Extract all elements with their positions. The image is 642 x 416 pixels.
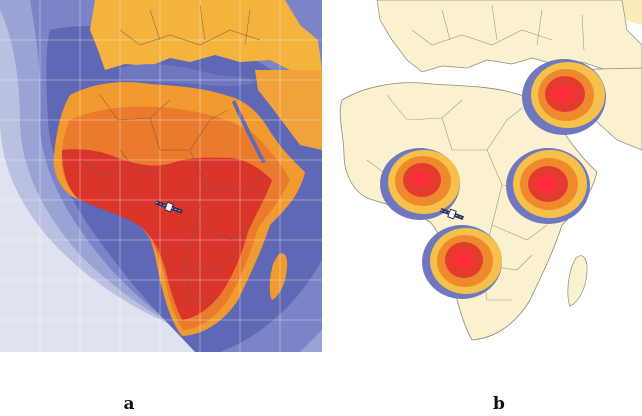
wide-beam-map-svg [0, 0, 322, 352]
africa-land-red [62, 149, 272, 320]
mediterranean-sea [120, 64, 255, 86]
panel-b-caption: b [493, 394, 505, 414]
africa-land [339, 82, 598, 341]
lat-lon-grid [0, 0, 322, 352]
madagascar-land [567, 255, 588, 307]
spot-beam-map-svg [322, 0, 642, 352]
country-borders [79, 4, 266, 301]
europe-land [90, 0, 322, 75]
red-sea [232, 100, 266, 163]
satellite-icon [155, 200, 183, 214]
spot-beam-west-africa [380, 148, 460, 220]
middle-east-land [255, 70, 322, 150]
spot-beam-southern-africa [422, 225, 502, 299]
panel-b-spot-beam-map [322, 0, 642, 352]
panel-a-wide-beam-map [0, 0, 322, 352]
madagascar-land [269, 253, 288, 300]
spot-beam-middle-east [522, 59, 606, 135]
satellite-icon [440, 208, 464, 220]
panel-a-caption: a [123, 394, 135, 414]
spot-beam-east-africa [506, 148, 590, 224]
